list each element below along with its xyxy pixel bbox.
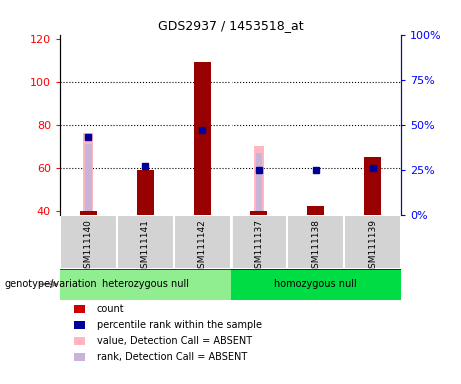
Text: GSM111141: GSM111141 (141, 219, 150, 274)
Bar (364, 157, 381, 215)
Text: rank, Detection Call = ABSENT: rank, Detection Call = ABSENT (97, 352, 247, 362)
Text: GSM111137: GSM111137 (254, 219, 263, 274)
Text: genotype/variation: genotype/variation (5, 279, 97, 289)
Bar (311, 211, 321, 215)
Bar (174, 215, 230, 269)
Title: GDS2937 / 1453518_at: GDS2937 / 1453518_at (158, 19, 303, 32)
Bar (255, 153, 262, 215)
Text: GSM111138: GSM111138 (311, 219, 320, 274)
Bar (250, 211, 267, 215)
Bar (197, 136, 207, 215)
Text: GSM111139: GSM111139 (368, 219, 377, 274)
Bar (83, 133, 94, 215)
Bar (142, 211, 148, 215)
Text: value, Detection Call = ABSENT: value, Detection Call = ABSENT (97, 336, 252, 346)
Bar (194, 63, 211, 215)
Bar (140, 211, 150, 215)
Bar (313, 211, 319, 215)
Text: homozygous null: homozygous null (274, 279, 357, 289)
Bar (80, 211, 97, 215)
Bar (307, 207, 324, 215)
Bar (230, 269, 401, 300)
Bar (117, 215, 174, 269)
Bar (369, 161, 376, 215)
Text: GSM111142: GSM111142 (198, 219, 207, 274)
Bar (85, 144, 92, 215)
Text: GSM111140: GSM111140 (84, 219, 93, 274)
Bar (136, 170, 154, 215)
Bar (60, 215, 117, 269)
Bar (287, 215, 344, 269)
Text: count: count (97, 304, 124, 314)
Text: percentile rank within the sample: percentile rank within the sample (97, 320, 262, 330)
Bar (199, 140, 206, 215)
Bar (344, 215, 401, 269)
Text: heterozygous null: heterozygous null (102, 279, 189, 289)
Bar (367, 157, 378, 215)
Bar (254, 146, 264, 215)
Bar (60, 269, 230, 300)
Bar (230, 215, 287, 269)
